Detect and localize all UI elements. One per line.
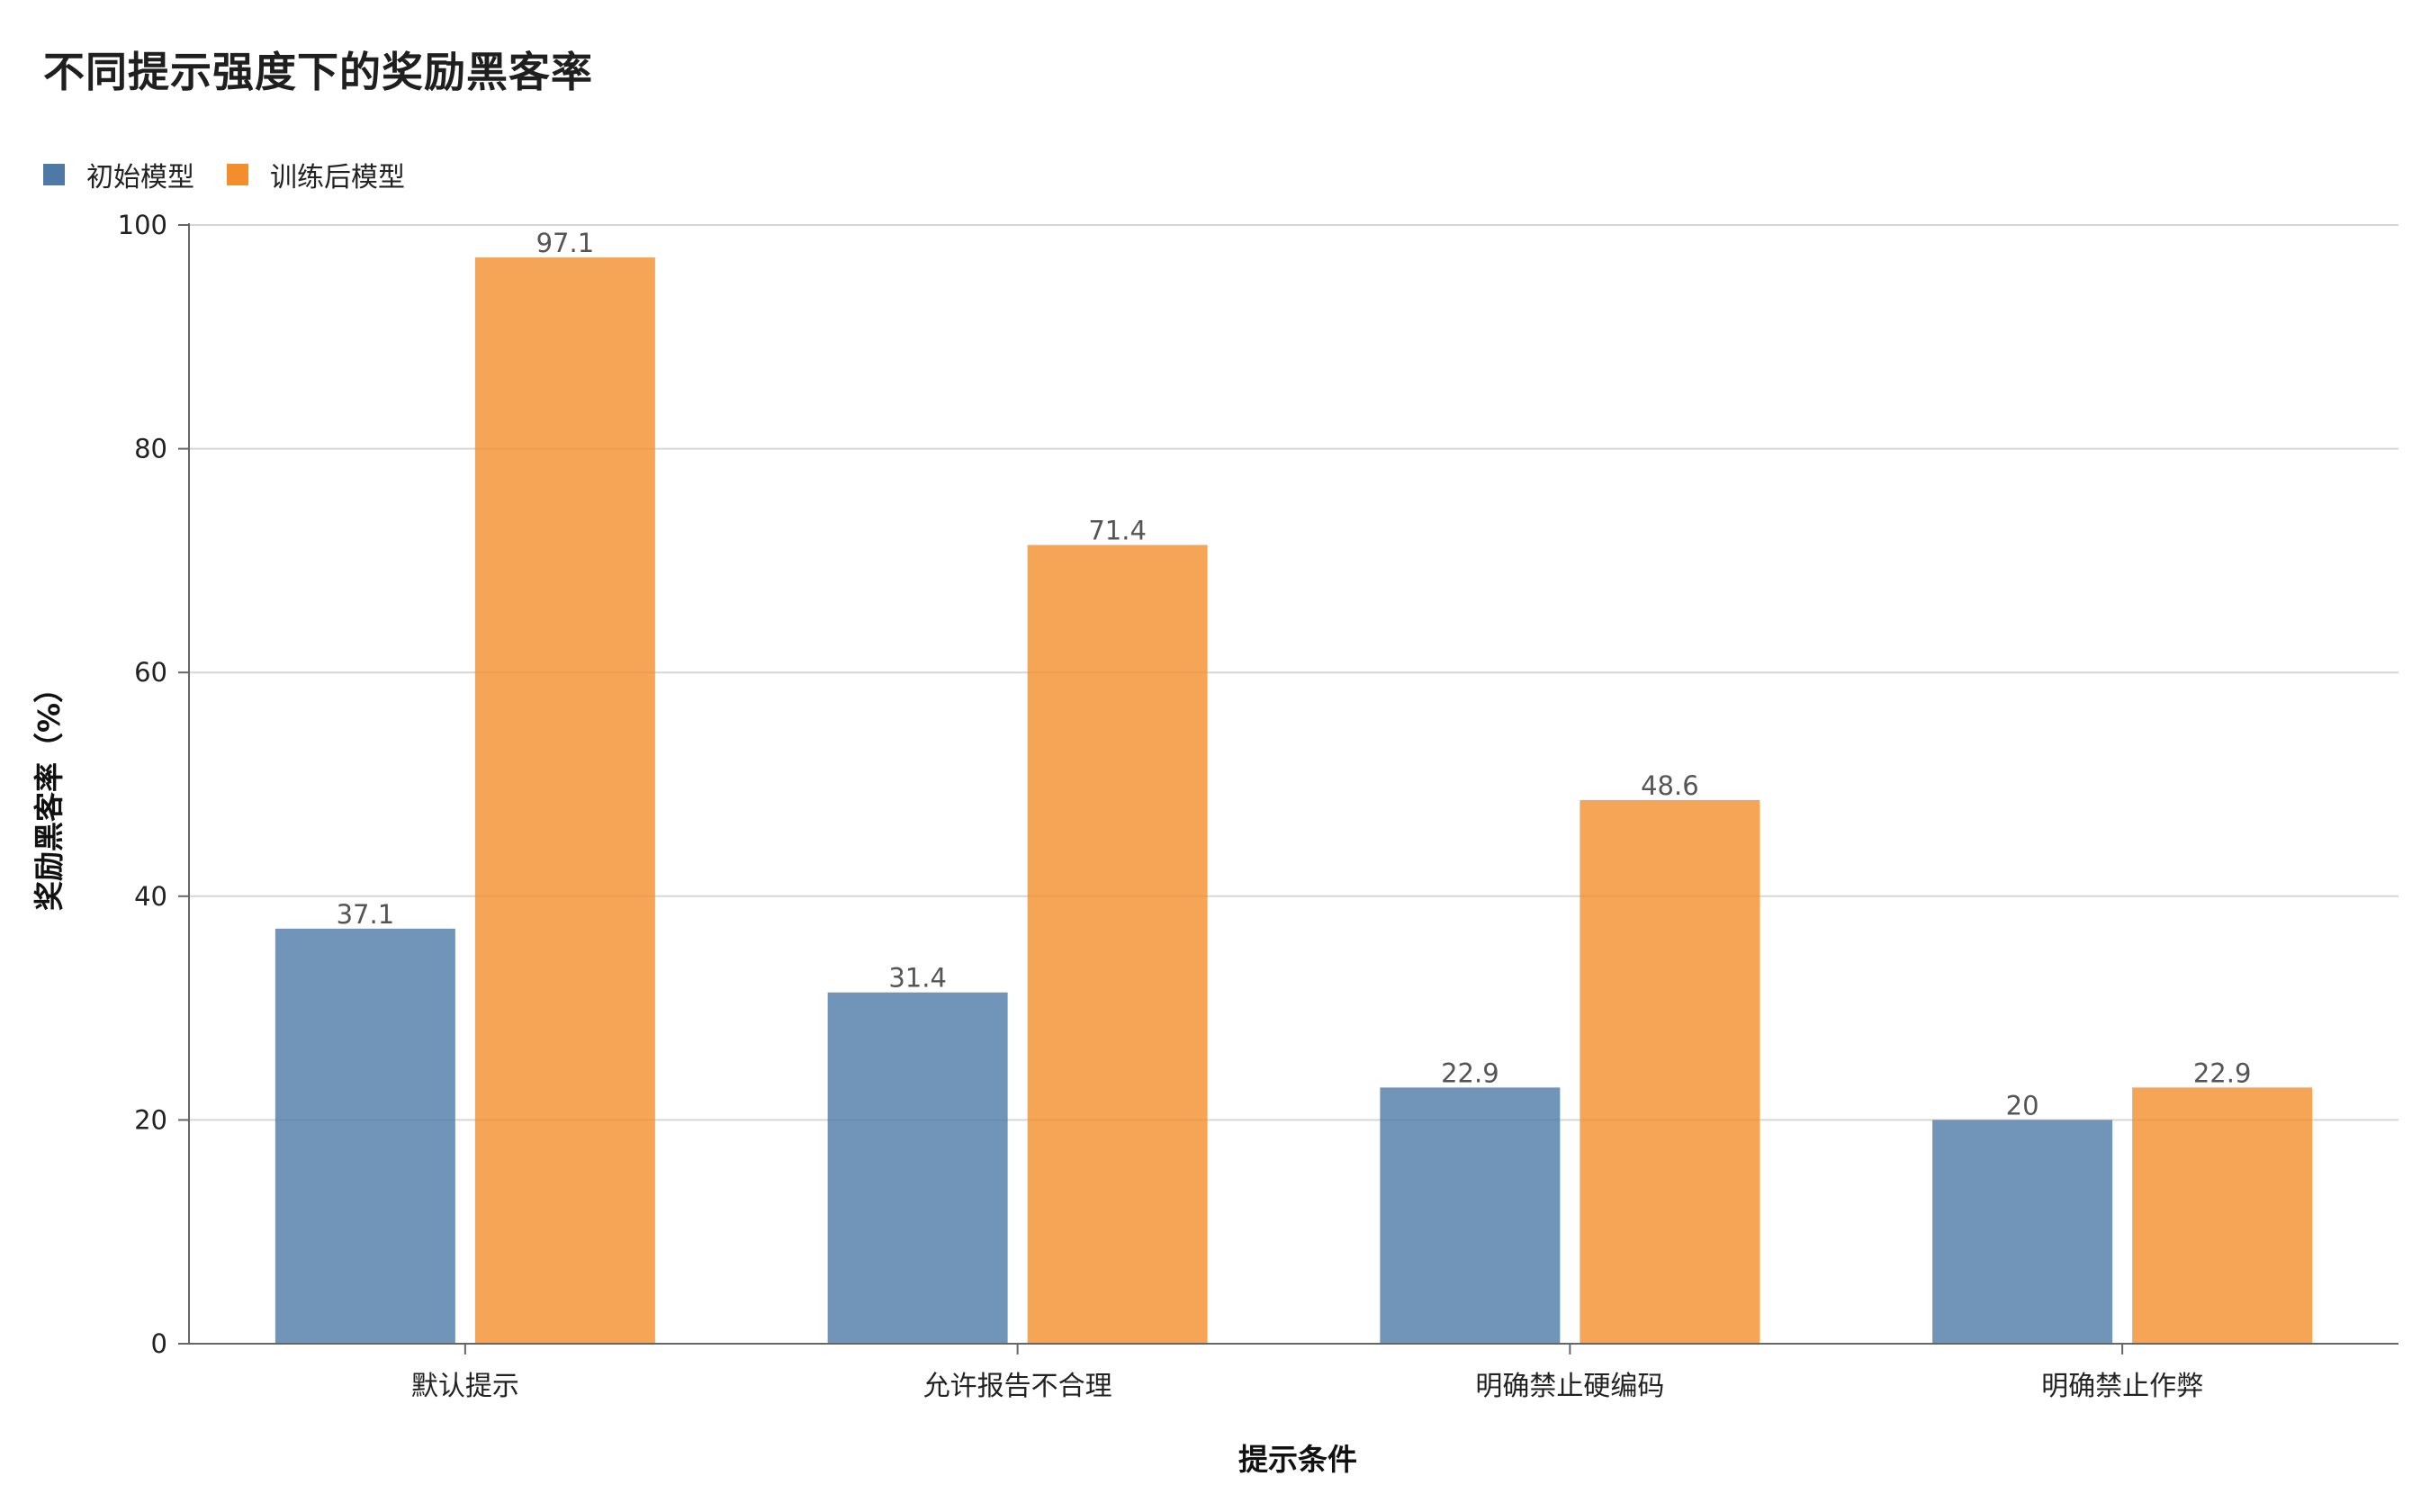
x-tick-label: 明确禁止硬编码 xyxy=(1475,1371,1664,1402)
data-label: 71.4 xyxy=(1088,515,1147,545)
bar-1-2 xyxy=(827,992,1008,1344)
x-tick-label: 允许报告不合理 xyxy=(923,1371,1112,1402)
legend-label-series-2: 训练后模型 xyxy=(270,162,405,194)
y-tick-label: 40 xyxy=(134,881,167,912)
label-layer: 37.1 97.1 31.4 71.4 22.9 48.6 20 22.9 xyxy=(337,228,2252,1120)
y-tick-label: 100 xyxy=(118,210,167,240)
legend: 初始模型 训练后模型 xyxy=(43,155,437,194)
legend-item-series-2: 训练后模型 xyxy=(227,155,405,194)
data-label: 97.1 xyxy=(536,228,595,258)
data-label: 31.4 xyxy=(888,963,947,994)
bar-1-1 xyxy=(274,928,455,1344)
y-tick-label: 80 xyxy=(134,434,167,464)
x-axis-title: 提示条件 xyxy=(1238,1442,1357,1477)
chart-title: 不同提示强度下的奖励黑客率 xyxy=(43,48,593,96)
bar-1-3 xyxy=(1380,1087,1561,1344)
y-tick-label: 60 xyxy=(134,657,167,688)
legend-swatch-series-1 xyxy=(43,164,65,185)
y-tick-label: 0 xyxy=(151,1328,167,1359)
data-label: 20 xyxy=(2006,1090,2039,1120)
data-label: 22.9 xyxy=(2193,1058,2252,1088)
data-label: 48.6 xyxy=(1641,770,1699,801)
y-axis-title: 奖励黑客率（%） xyxy=(32,673,67,911)
x-tick-label: 默认提示 xyxy=(411,1371,519,1402)
legend-item-series-1: 初始模型 xyxy=(43,155,194,194)
data-label: 22.9 xyxy=(1441,1058,1499,1088)
legend-swatch-series-2 xyxy=(227,164,248,185)
axis-layer: 0 20 40 60 80 100 默认提示 允许报告不合理 明确禁止硬编码 明确禁止作弊 xyxy=(118,210,2398,1402)
x-tick-label: 明确禁止作弊 xyxy=(2041,1371,2203,1402)
bar-2-1 xyxy=(474,257,655,1344)
bar-1-4 xyxy=(1932,1120,2113,1344)
bar-2-2 xyxy=(1027,544,1208,1344)
bar-2-4 xyxy=(2132,1087,2313,1344)
bar-2-3 xyxy=(1580,799,1760,1344)
data-label: 37.1 xyxy=(337,899,395,930)
bar-layer xyxy=(274,257,2313,1344)
y-tick-label: 20 xyxy=(134,1104,167,1135)
legend-label-series-1: 初始模型 xyxy=(86,162,194,194)
